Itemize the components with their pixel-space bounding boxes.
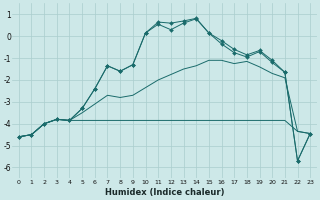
X-axis label: Humidex (Indice chaleur): Humidex (Indice chaleur) (105, 188, 224, 197)
